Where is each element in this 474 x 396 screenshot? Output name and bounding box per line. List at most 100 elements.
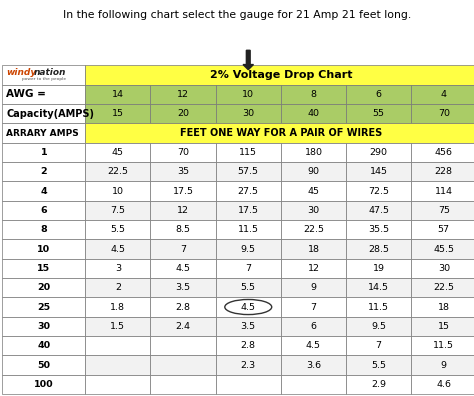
Text: 27.5: 27.5 — [238, 187, 259, 196]
Text: 2.9: 2.9 — [371, 380, 386, 389]
Text: 15: 15 — [37, 264, 50, 273]
Text: 7: 7 — [180, 244, 186, 253]
Text: 1: 1 — [41, 148, 47, 157]
Text: 456: 456 — [435, 148, 453, 157]
Text: 57.5: 57.5 — [238, 167, 259, 176]
Text: 7.5: 7.5 — [110, 206, 126, 215]
Text: 14: 14 — [112, 90, 124, 99]
Text: 70: 70 — [438, 109, 450, 118]
Text: Capacity(AMPS): Capacity(AMPS) — [6, 109, 94, 119]
Text: 19: 19 — [373, 264, 384, 273]
Text: 20: 20 — [177, 109, 189, 118]
Text: 7: 7 — [310, 303, 317, 312]
Text: 15: 15 — [438, 322, 450, 331]
Text: 14.5: 14.5 — [368, 283, 389, 292]
Text: power to the people: power to the people — [22, 77, 66, 81]
Text: 6: 6 — [375, 90, 382, 99]
Text: 228: 228 — [435, 167, 453, 176]
Text: 57: 57 — [438, 225, 450, 234]
Text: 30: 30 — [307, 206, 319, 215]
Text: 18: 18 — [438, 303, 450, 312]
Text: 72.5: 72.5 — [368, 187, 389, 196]
Text: 7: 7 — [245, 264, 251, 273]
Text: 1.5: 1.5 — [110, 322, 126, 331]
Text: 40: 40 — [37, 341, 50, 350]
Text: 4.6: 4.6 — [436, 380, 451, 389]
Text: windy: windy — [6, 68, 36, 77]
Text: 90: 90 — [308, 167, 319, 176]
Text: 11.5: 11.5 — [433, 341, 454, 350]
Text: 11.5: 11.5 — [368, 303, 389, 312]
Text: 3.5: 3.5 — [175, 283, 191, 292]
Text: 15: 15 — [112, 109, 124, 118]
Text: 2: 2 — [41, 167, 47, 176]
Text: 47.5: 47.5 — [368, 206, 389, 215]
Text: 290: 290 — [370, 148, 388, 157]
Text: 4.5: 4.5 — [110, 244, 126, 253]
Text: 35.5: 35.5 — [368, 225, 389, 234]
Text: 30: 30 — [37, 322, 50, 331]
Text: 75: 75 — [438, 206, 450, 215]
Text: 25: 25 — [37, 303, 50, 312]
Text: 22.5: 22.5 — [108, 167, 128, 176]
Text: 10: 10 — [112, 187, 124, 196]
Text: 2.4: 2.4 — [175, 322, 191, 331]
Text: 4.5: 4.5 — [306, 341, 321, 350]
Text: 9: 9 — [441, 360, 447, 369]
Text: ARRARY AMPS: ARRARY AMPS — [6, 129, 79, 137]
Text: 100: 100 — [34, 380, 54, 389]
Text: 5.5: 5.5 — [110, 225, 126, 234]
Text: 9.5: 9.5 — [371, 322, 386, 331]
Text: 10: 10 — [37, 244, 50, 253]
Text: 30: 30 — [242, 109, 255, 118]
Text: 5.5: 5.5 — [371, 360, 386, 369]
Text: 8: 8 — [310, 90, 317, 99]
Text: 40: 40 — [308, 109, 319, 118]
Text: 12: 12 — [177, 90, 189, 99]
Text: AWG =: AWG = — [6, 89, 46, 99]
Text: 180: 180 — [304, 148, 322, 157]
Text: 5.5: 5.5 — [241, 283, 256, 292]
Text: 4.5: 4.5 — [241, 303, 256, 312]
Text: nation: nation — [34, 68, 66, 77]
Text: 17.5: 17.5 — [238, 206, 259, 215]
Text: FEET ONE WAY FOR A PAIR OF WIRES: FEET ONE WAY FOR A PAIR OF WIRES — [180, 128, 382, 138]
Text: 145: 145 — [370, 167, 388, 176]
Text: 9: 9 — [310, 283, 317, 292]
Text: 3.5: 3.5 — [241, 322, 256, 331]
Text: 4: 4 — [41, 187, 47, 196]
Text: 6: 6 — [310, 322, 317, 331]
Text: 18: 18 — [308, 244, 319, 253]
Text: 115: 115 — [239, 148, 257, 157]
Text: 45.5: 45.5 — [433, 244, 454, 253]
Text: 4.5: 4.5 — [175, 264, 191, 273]
Text: 2% Voltage Drop Chart: 2% Voltage Drop Chart — [210, 70, 352, 80]
Text: 10: 10 — [242, 90, 254, 99]
Text: 3.6: 3.6 — [306, 360, 321, 369]
Text: 12: 12 — [177, 206, 189, 215]
Text: 22.5: 22.5 — [433, 283, 454, 292]
Text: 35: 35 — [177, 167, 189, 176]
Text: 8: 8 — [40, 225, 47, 234]
Text: 7: 7 — [375, 341, 382, 350]
Text: 30: 30 — [438, 264, 450, 273]
Text: 45: 45 — [112, 148, 124, 157]
Text: In the following chart select the gauge for 21 Amp 21 feet long.: In the following chart select the gauge … — [63, 10, 411, 20]
Text: 50: 50 — [37, 360, 50, 369]
Text: 70: 70 — [177, 148, 189, 157]
Text: 22.5: 22.5 — [303, 225, 324, 234]
Text: 1.8: 1.8 — [110, 303, 126, 312]
Text: 45: 45 — [308, 187, 319, 196]
Text: 8.5: 8.5 — [175, 225, 191, 234]
Text: 28.5: 28.5 — [368, 244, 389, 253]
Text: 3: 3 — [115, 264, 121, 273]
Text: 6: 6 — [41, 206, 47, 215]
Text: 20: 20 — [37, 283, 50, 292]
Text: 2.3: 2.3 — [241, 360, 256, 369]
Text: 4: 4 — [441, 90, 447, 99]
Text: 114: 114 — [435, 187, 453, 196]
Text: 12: 12 — [308, 264, 319, 273]
Text: 55: 55 — [373, 109, 384, 118]
Text: 2.8: 2.8 — [175, 303, 191, 312]
Text: 17.5: 17.5 — [173, 187, 193, 196]
